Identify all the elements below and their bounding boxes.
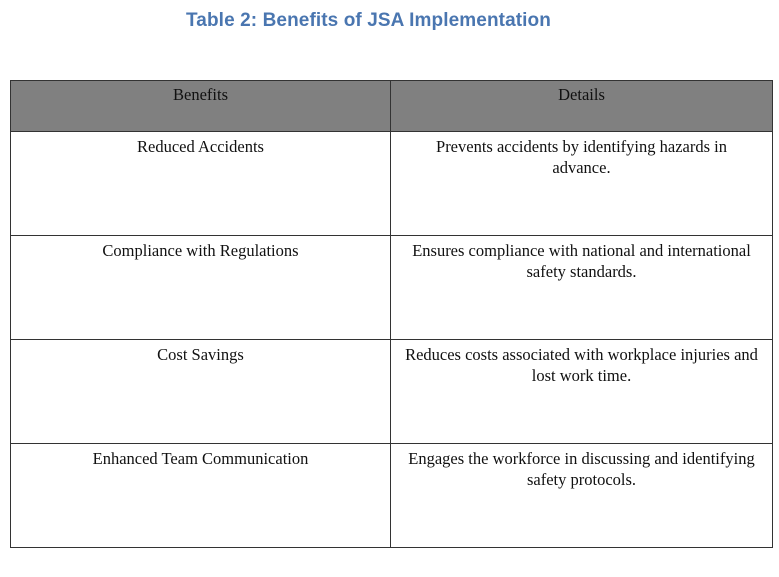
benefit-cell: Compliance with Regulations: [10, 235, 391, 340]
details-text: Ensures compliance with national and int…: [412, 241, 751, 281]
header-details: Details: [390, 80, 773, 132]
table-header-row: Benefits Details: [10, 80, 773, 132]
benefit-cell: Cost Savings: [10, 339, 391, 444]
benefit-cell: Enhanced Team Communication: [10, 443, 391, 548]
details-cell: Engages the workforce in discussing and …: [390, 443, 773, 548]
details-text: Engages the workforce in discussing and …: [408, 449, 755, 489]
benefit-cell: Reduced Accidents: [10, 131, 391, 236]
table-row: Cost Savings Reduces costs associated wi…: [10, 339, 773, 444]
header-benefits: Benefits: [10, 80, 391, 132]
details-cell: Prevents accidents by identifying hazard…: [390, 131, 773, 236]
table-row: Reduced Accidents Prevents accidents by …: [10, 131, 773, 236]
details-text: Prevents accidents by identifying hazard…: [436, 137, 727, 177]
table-title: Table 2: Benefits of JSA Implementation: [186, 10, 551, 31]
table-row: Enhanced Team Communication Engages the …: [10, 443, 773, 548]
benefits-table: Benefits Details Reduced Accidents Preve…: [10, 80, 773, 548]
details-text: Reduces costs associated with workplace …: [405, 345, 758, 385]
details-cell: Reduces costs associated with workplace …: [390, 339, 773, 444]
details-cell: Ensures compliance with national and int…: [390, 235, 773, 340]
table-row: Compliance with Regulations Ensures comp…: [10, 235, 773, 340]
